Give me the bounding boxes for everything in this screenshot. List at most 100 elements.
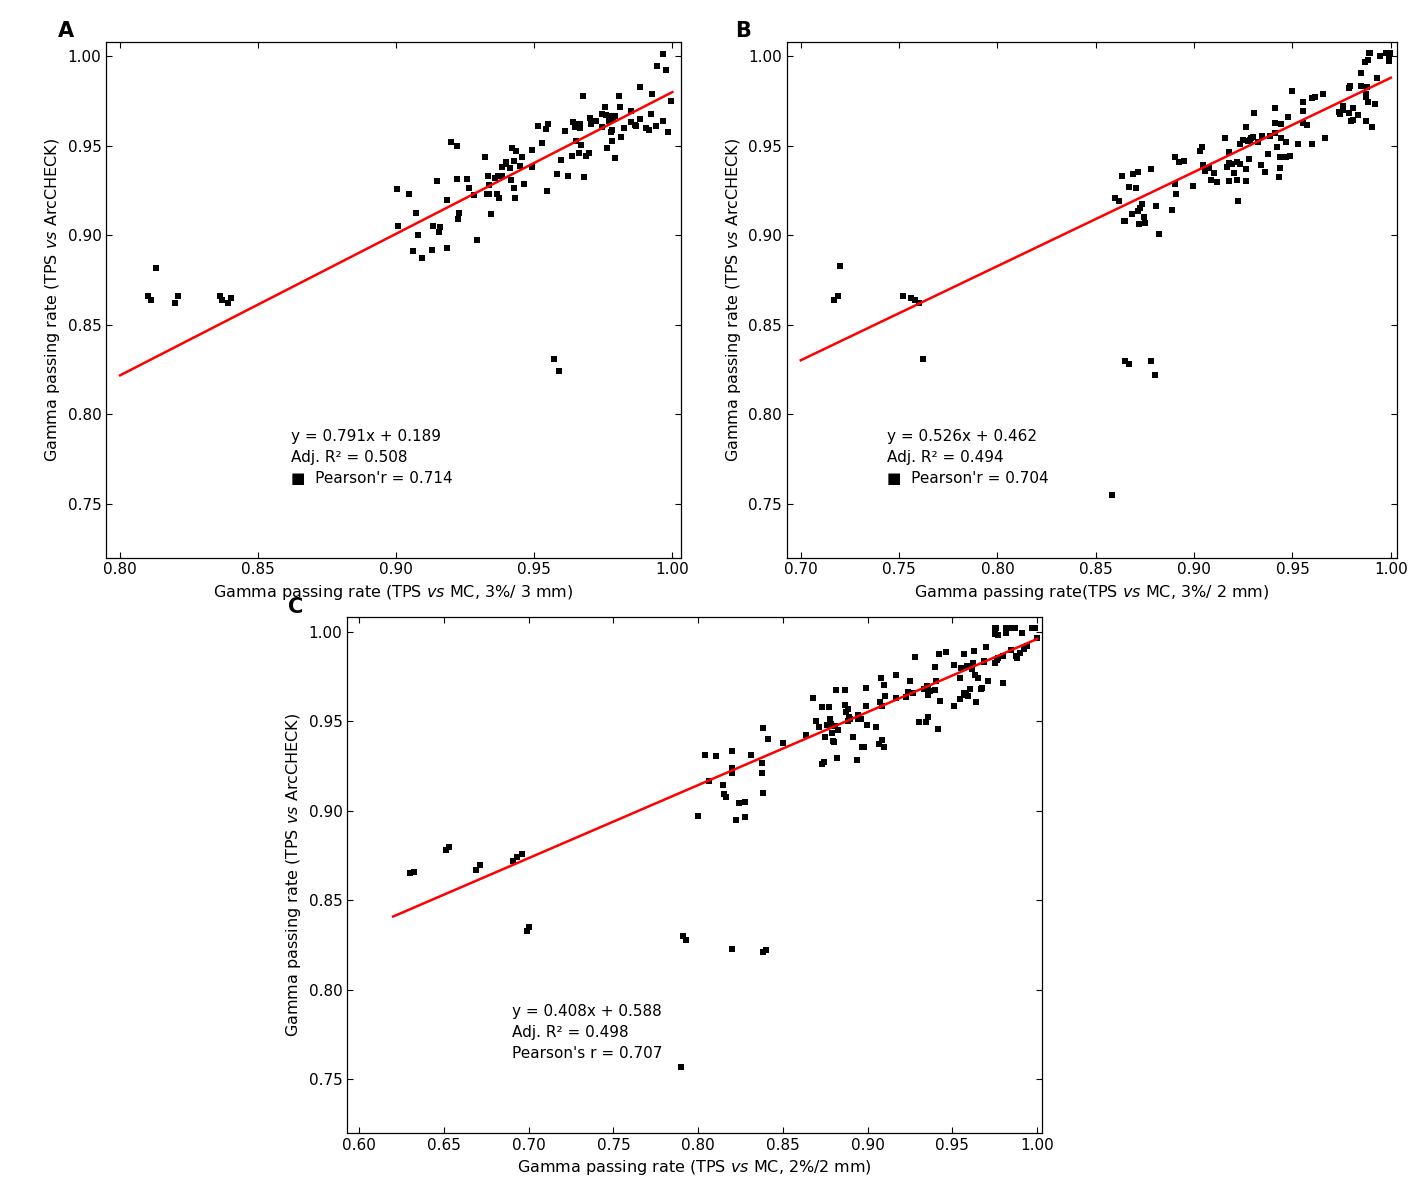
Point bbox=[468, 855, 491, 874]
Point bbox=[217, 294, 240, 313]
Point bbox=[1263, 114, 1286, 133]
Point bbox=[698, 771, 720, 790]
Point bbox=[795, 725, 818, 745]
Point bbox=[1312, 84, 1334, 103]
Point bbox=[594, 106, 617, 125]
Point bbox=[1130, 194, 1153, 213]
Point bbox=[502, 851, 525, 870]
Point bbox=[1004, 646, 1027, 665]
Point bbox=[675, 930, 698, 950]
Point bbox=[462, 186, 485, 205]
Point bbox=[1025, 628, 1048, 647]
Point bbox=[964, 665, 987, 685]
Point bbox=[211, 290, 234, 309]
Point bbox=[1256, 144, 1279, 163]
Point bbox=[885, 688, 908, 707]
Point bbox=[600, 131, 623, 150]
Point bbox=[608, 98, 631, 118]
Point bbox=[712, 776, 735, 795]
Point bbox=[984, 625, 1007, 644]
Point bbox=[908, 713, 930, 733]
Point bbox=[562, 113, 584, 132]
Point bbox=[771, 734, 794, 753]
Point bbox=[560, 146, 583, 165]
Point bbox=[834, 695, 856, 715]
Point bbox=[1100, 486, 1123, 505]
Text: A: A bbox=[58, 22, 74, 41]
Point bbox=[1235, 118, 1258, 137]
Point bbox=[1332, 100, 1354, 119]
Point bbox=[644, 116, 666, 135]
Point bbox=[1001, 619, 1024, 638]
Point bbox=[693, 745, 716, 764]
Point bbox=[1268, 168, 1290, 187]
Point bbox=[828, 257, 851, 276]
Point bbox=[435, 189, 458, 209]
Point bbox=[871, 697, 893, 716]
Point bbox=[752, 783, 774, 802]
Point bbox=[1008, 643, 1031, 662]
Point bbox=[1202, 164, 1225, 183]
Point bbox=[1107, 192, 1130, 211]
Point bbox=[820, 715, 842, 734]
Point bbox=[973, 652, 995, 671]
Point bbox=[1292, 92, 1314, 112]
Point bbox=[1205, 173, 1228, 192]
Point bbox=[1113, 212, 1136, 231]
Point bbox=[1115, 351, 1137, 370]
Point bbox=[927, 719, 950, 739]
Point bbox=[960, 659, 983, 679]
Point bbox=[435, 239, 458, 258]
Point bbox=[1303, 88, 1326, 107]
Point bbox=[925, 680, 947, 699]
Point bbox=[916, 676, 939, 695]
Point bbox=[440, 133, 462, 152]
Point bbox=[580, 115, 603, 134]
Point bbox=[1337, 104, 1360, 123]
Point bbox=[820, 710, 842, 729]
Point bbox=[849, 709, 872, 728]
Point bbox=[837, 711, 859, 730]
Point bbox=[834, 680, 856, 699]
Point bbox=[501, 139, 523, 158]
Point bbox=[1347, 106, 1370, 125]
Point bbox=[1024, 619, 1046, 638]
Point bbox=[727, 794, 750, 813]
Point bbox=[821, 724, 844, 743]
Point bbox=[1292, 101, 1314, 120]
Point bbox=[657, 122, 679, 141]
Point bbox=[1350, 77, 1373, 96]
Point bbox=[1275, 132, 1297, 151]
Point bbox=[1363, 95, 1385, 114]
Point bbox=[491, 167, 513, 186]
Point bbox=[620, 102, 642, 121]
Point bbox=[1337, 78, 1360, 97]
Point bbox=[1354, 88, 1377, 107]
Point bbox=[811, 698, 834, 717]
Point bbox=[984, 653, 1007, 673]
Point bbox=[973, 651, 995, 670]
Point bbox=[569, 115, 591, 134]
Point bbox=[478, 183, 501, 203]
Point bbox=[1197, 158, 1219, 177]
Point bbox=[467, 230, 489, 249]
Point bbox=[425, 171, 448, 191]
Point bbox=[956, 686, 978, 705]
Point bbox=[447, 210, 469, 229]
Point bbox=[956, 657, 978, 676]
Point bbox=[1127, 213, 1150, 233]
Point bbox=[550, 151, 573, 170]
Point bbox=[527, 116, 550, 135]
Point bbox=[1269, 128, 1292, 147]
Point bbox=[995, 619, 1018, 638]
Point bbox=[1246, 133, 1269, 152]
Point bbox=[1238, 131, 1261, 150]
Point bbox=[403, 862, 425, 881]
Y-axis label: Gamma passing rate (TPS $\it{vs}$ ArcCHECK): Gamma passing rate (TPS $\it{vs}$ ArcCHE… bbox=[284, 713, 303, 1037]
Point bbox=[1269, 114, 1292, 133]
Point bbox=[596, 139, 618, 158]
Point bbox=[499, 158, 522, 177]
Point bbox=[986, 651, 1008, 670]
Point bbox=[1113, 212, 1136, 231]
Point bbox=[927, 645, 950, 664]
